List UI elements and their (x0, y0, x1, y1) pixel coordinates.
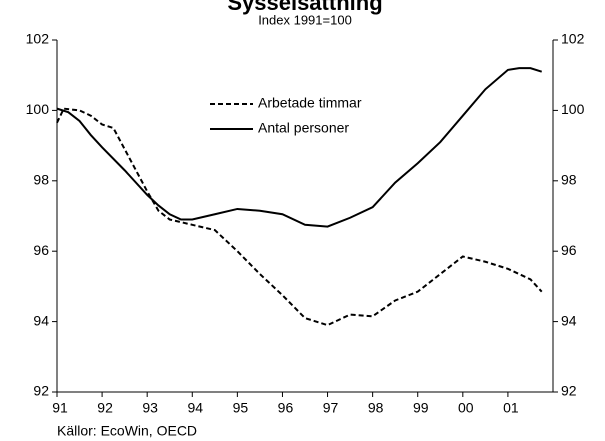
x-tick-label: 94 (187, 400, 203, 416)
legend-label: Antal personer (258, 120, 349, 136)
x-tick-label: 98 (368, 400, 384, 416)
x-tick-label: 95 (233, 400, 249, 416)
y-tick-label: 92 (33, 383, 49, 399)
x-tick-label: 01 (503, 400, 519, 416)
line (56, 107, 543, 327)
x-tick-label: 93 (142, 400, 158, 416)
chart-title: Sysselsättning (227, 0, 382, 15)
y2-tick-label: 96 (561, 242, 577, 258)
y2-tick-label: 94 (561, 312, 577, 328)
y2-tick-label: 98 (561, 172, 577, 188)
y-tick-label: 98 (33, 172, 49, 188)
y2-tick-label: 100 (561, 101, 585, 117)
y2-tick-label: 102 (561, 31, 585, 47)
y-tick-label: 96 (33, 242, 49, 258)
legend-label: Arbetade timmar (258, 95, 362, 111)
x-tick-label: 96 (278, 400, 294, 416)
y2-tick-label: 92 (561, 383, 577, 399)
y-tick-label: 100 (26, 101, 50, 117)
line (56, 67, 543, 228)
source: Källor: EcoWin, OECD (57, 423, 197, 439)
x-tick-label: 99 (413, 400, 429, 416)
y-tick-label: 94 (33, 312, 49, 328)
chart-subtitle: Index 1991=100 (258, 12, 352, 27)
x-tick-label: 97 (323, 400, 339, 416)
x-tick-label: 00 (458, 400, 474, 416)
x-tick-label: 91 (52, 400, 68, 416)
x-tick-label: 92 (97, 400, 113, 416)
y-tick-label: 102 (26, 31, 50, 47)
